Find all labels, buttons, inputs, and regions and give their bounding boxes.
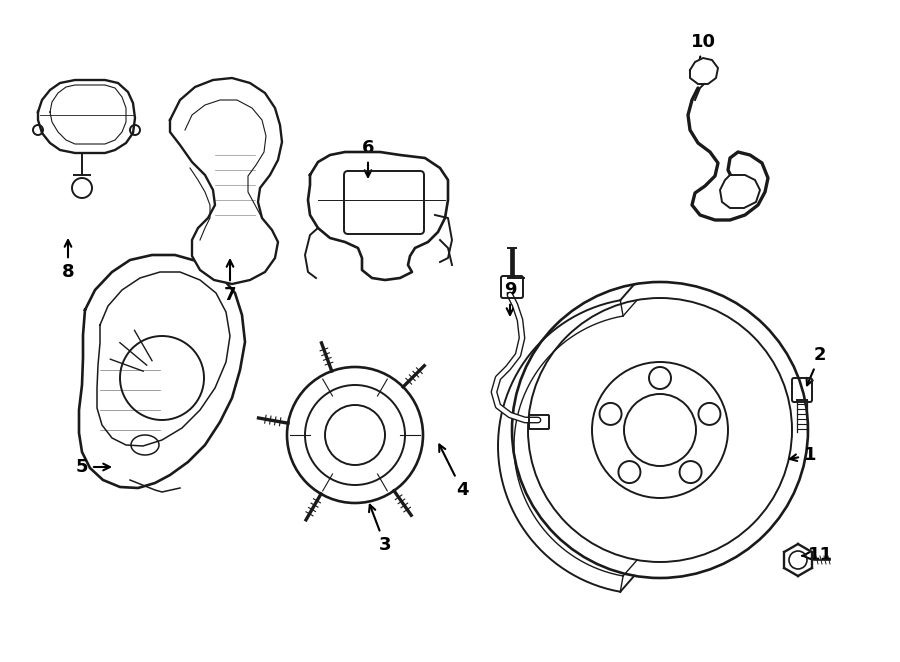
Text: 6: 6 bbox=[362, 139, 374, 177]
Polygon shape bbox=[720, 175, 760, 208]
Text: 10: 10 bbox=[690, 33, 716, 80]
Text: 7: 7 bbox=[224, 260, 236, 304]
Text: 1: 1 bbox=[790, 446, 816, 464]
Text: 11: 11 bbox=[802, 546, 832, 564]
Text: 2: 2 bbox=[806, 346, 826, 385]
Circle shape bbox=[287, 367, 423, 503]
Polygon shape bbox=[170, 78, 282, 284]
Circle shape bbox=[514, 284, 806, 576]
Text: 3: 3 bbox=[369, 505, 392, 554]
Text: 5: 5 bbox=[76, 458, 110, 476]
Polygon shape bbox=[690, 58, 718, 84]
Polygon shape bbox=[308, 152, 448, 280]
Text: 9: 9 bbox=[504, 281, 517, 315]
Polygon shape bbox=[79, 255, 245, 488]
Text: 8: 8 bbox=[62, 240, 75, 281]
Text: 4: 4 bbox=[439, 445, 468, 499]
Polygon shape bbox=[38, 80, 135, 153]
